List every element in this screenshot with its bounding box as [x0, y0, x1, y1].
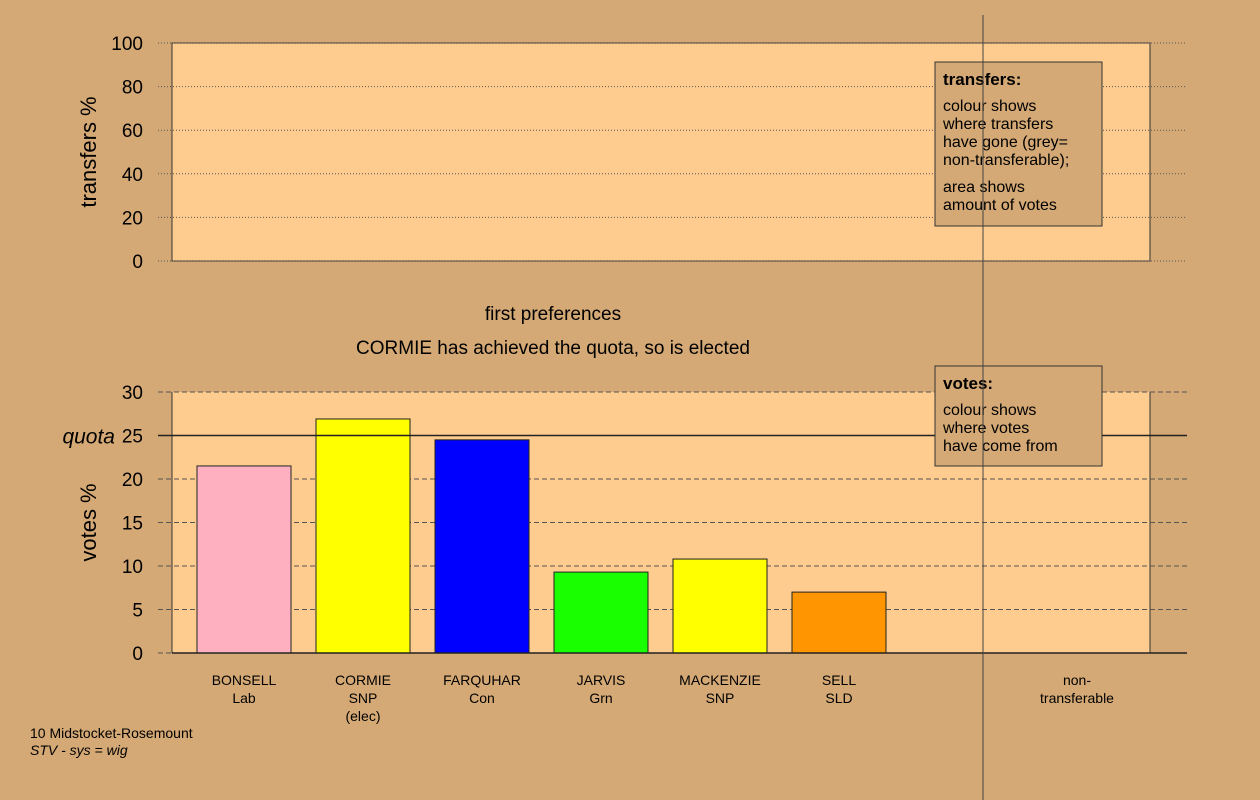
y-tick-label: 40: [122, 165, 143, 186]
y-tick-label: 20: [122, 208, 143, 229]
bar: [553, 571, 649, 654]
chart-subtitle: CORMIE has achieved the quota, so is ele…: [356, 338, 750, 359]
x-tick-label: SNP: [349, 690, 378, 706]
x-tick-label: BONSELL: [212, 672, 277, 688]
x-tick-label: MACKENZIE: [679, 672, 761, 688]
legend-text: where transfers: [942, 116, 1053, 133]
y-tick-label: 20: [122, 470, 143, 491]
legend-text: have gone (grey=: [943, 134, 1068, 151]
x-tick-label: non-: [1063, 672, 1091, 688]
y-tick-label: 80: [122, 78, 143, 99]
y-tick-label: 0: [132, 252, 143, 273]
legend-title: transfers:: [943, 70, 1021, 89]
y-tick-label: 0: [132, 644, 143, 665]
y-tick-label: 60: [122, 121, 143, 142]
footer-text: STV - sys = wig: [30, 742, 128, 758]
bar: [196, 465, 292, 654]
y-tick-label: 25: [122, 427, 143, 448]
x-tick-label: SNP: [706, 690, 735, 706]
x-tick-label: JARVIS: [577, 672, 626, 688]
footer-text: 10 Midstocket-Rosemount: [30, 725, 193, 741]
y-tick-label: 10: [122, 557, 143, 578]
x-tick-label: transferable: [1040, 690, 1114, 706]
legend-text: amount of votes: [943, 197, 1057, 214]
x-tick-label: Lab: [232, 690, 256, 706]
y-axis-label: votes %: [76, 483, 101, 561]
x-tick-label: SELL: [822, 672, 856, 688]
legend-box: [934, 61, 1103, 227]
legend-box: [934, 365, 1103, 467]
x-tick-label: SLD: [825, 690, 852, 706]
legend-text: have come from: [943, 438, 1058, 455]
legend-text: colour shows: [943, 402, 1036, 419]
bar: [434, 439, 530, 654]
chart-title: first preferences: [485, 304, 621, 325]
x-tick-label: (elec): [345, 708, 380, 724]
bar: [672, 558, 768, 654]
legend-text: colour shows: [943, 98, 1036, 115]
y-axis-label: transfers %: [76, 96, 101, 207]
y-tick-label: 100: [111, 34, 143, 55]
x-tick-label: FARQUHAR: [443, 672, 521, 688]
legend-text: where votes: [942, 420, 1029, 437]
bar: [791, 591, 887, 654]
legend-text: area shows: [943, 179, 1025, 196]
legend-text: non-transferable);: [943, 152, 1069, 169]
x-tick-label: Con: [469, 690, 495, 706]
bar: [315, 418, 411, 654]
legend-title: votes:: [943, 374, 993, 393]
y-tick-label: 30: [122, 383, 143, 404]
y-tick-label: 5: [132, 601, 143, 622]
quota-label: quota: [62, 426, 115, 449]
x-tick-label: Grn: [589, 690, 612, 706]
y-tick-label: 15: [122, 514, 143, 535]
x-tick-label: CORMIE: [335, 672, 391, 688]
